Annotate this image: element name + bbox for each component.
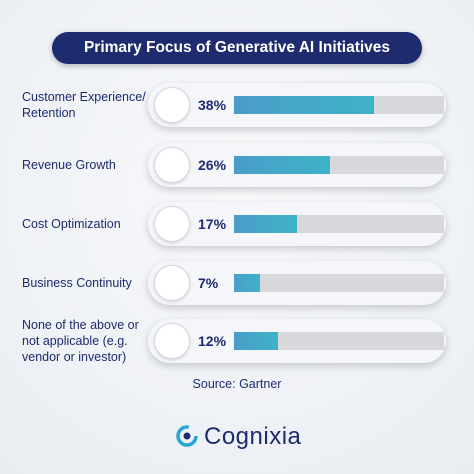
category-label: Customer Experience/ Retention <box>22 90 146 120</box>
row-icon <box>154 265 190 301</box>
category-label: Revenue Growth <box>22 158 116 172</box>
bar-track <box>234 332 444 350</box>
value-label: 17% <box>198 216 227 232</box>
category-label: Business Continuity <box>22 276 132 290</box>
category-label: None of the above or not applicable (e.g… <box>22 318 139 364</box>
source: Source: Gartner <box>192 377 282 391</box>
bar <box>234 156 330 174</box>
row-icon <box>154 147 190 183</box>
value-label: 38% <box>198 97 227 113</box>
brand: Cognixia <box>204 423 302 450</box>
logo-icon <box>176 425 198 447</box>
bar <box>234 274 260 292</box>
category-label: Cost Optimization <box>22 217 121 231</box>
bar <box>234 215 297 233</box>
value-label: 26% <box>198 157 227 173</box>
row-icon <box>154 206 190 242</box>
row-icon <box>154 323 190 359</box>
bar-track <box>234 274 444 292</box>
bar <box>234 96 374 114</box>
bar <box>234 332 279 350</box>
chart-title: Primary Focus of Generative AI Initiativ… <box>52 32 422 64</box>
row-icon <box>154 87 190 123</box>
value-label: 12% <box>198 333 227 349</box>
value-label: 7% <box>198 275 219 291</box>
